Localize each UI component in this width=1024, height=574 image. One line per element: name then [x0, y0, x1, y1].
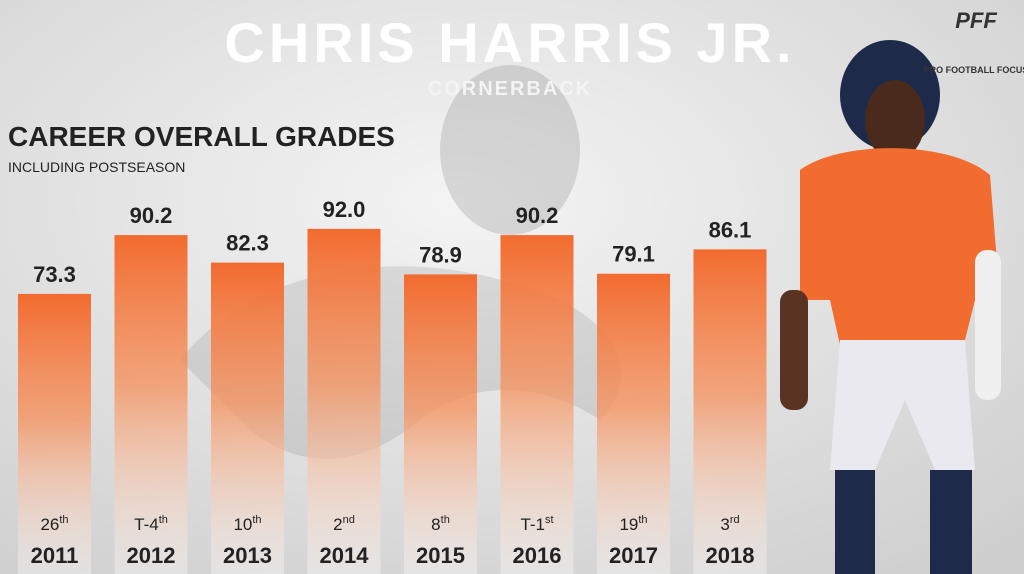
rank-suffix: rd	[730, 514, 740, 526]
x-tick-label: 2018	[706, 543, 755, 568]
rank-label: 8th	[431, 514, 450, 534]
rank-label: 3rd	[720, 514, 739, 534]
rank-label: 10th	[233, 514, 261, 534]
rank-label: 19th	[619, 514, 647, 534]
x-tick-label: 2012	[127, 543, 176, 568]
bar	[693, 249, 767, 574]
bar	[597, 273, 670, 574]
rank-suffix: th	[638, 514, 647, 526]
rank-number: 2	[333, 515, 342, 534]
rank-label: T-1st	[520, 514, 553, 534]
rank-suffix: th	[252, 514, 261, 526]
x-tick-label: 2016	[513, 543, 562, 568]
rank-suffix: th	[441, 514, 450, 526]
bar	[500, 235, 574, 574]
rank-number: 26	[40, 515, 59, 534]
value-label: 90.2	[516, 203, 559, 228]
rank-number: 8	[431, 515, 440, 534]
value-label: 90.2	[130, 203, 173, 228]
subtitle: CORNERBACK	[428, 78, 592, 100]
rank-label: 2nd	[333, 514, 355, 534]
rank-number: 3	[720, 515, 729, 534]
rank-suffix: th	[59, 514, 68, 526]
rank-number: 19	[619, 515, 638, 534]
logo-name: PRO FOOTBALL FOCUS	[924, 65, 1024, 75]
value-label: 92.0	[323, 197, 366, 222]
title: CHRIS HARRIS JR.	[224, 11, 795, 74]
chart-title: CAREER OVERALL GRADES	[8, 121, 395, 152]
x-tick-label: 2017	[609, 543, 658, 568]
bar	[114, 235, 188, 574]
x-tick-label: 2015	[416, 543, 465, 568]
rank-number: T-4	[134, 515, 159, 534]
rank-suffix: th	[159, 514, 168, 526]
bars: 73.326th201190.2T-4th201282.310th201392.…	[18, 197, 767, 574]
value-label: 78.9	[419, 242, 462, 267]
x-tick-label: 2013	[223, 543, 272, 568]
value-label: 86.1	[709, 217, 752, 242]
rank-number: 10	[233, 515, 252, 534]
value-label: 73.3	[33, 262, 76, 287]
rank-suffix: nd	[343, 514, 355, 526]
value-label: 79.1	[612, 242, 655, 267]
rank-label: T-4th	[134, 514, 168, 534]
player-art	[780, 40, 1001, 574]
bar	[211, 262, 284, 574]
rank-label: 26th	[40, 514, 68, 534]
logo-mark: PFF	[955, 8, 997, 33]
rank-suffix: st	[545, 514, 554, 526]
rank-number: T-1	[520, 515, 545, 534]
value-label: 82.3	[226, 231, 269, 256]
bar	[18, 293, 91, 574]
bar	[307, 228, 381, 574]
x-tick-label: 2014	[320, 543, 370, 568]
x-tick-label: 2011	[31, 543, 79, 568]
bar	[404, 274, 477, 574]
chart-subtitle: INCLUDING POSTSEASON	[8, 159, 185, 175]
